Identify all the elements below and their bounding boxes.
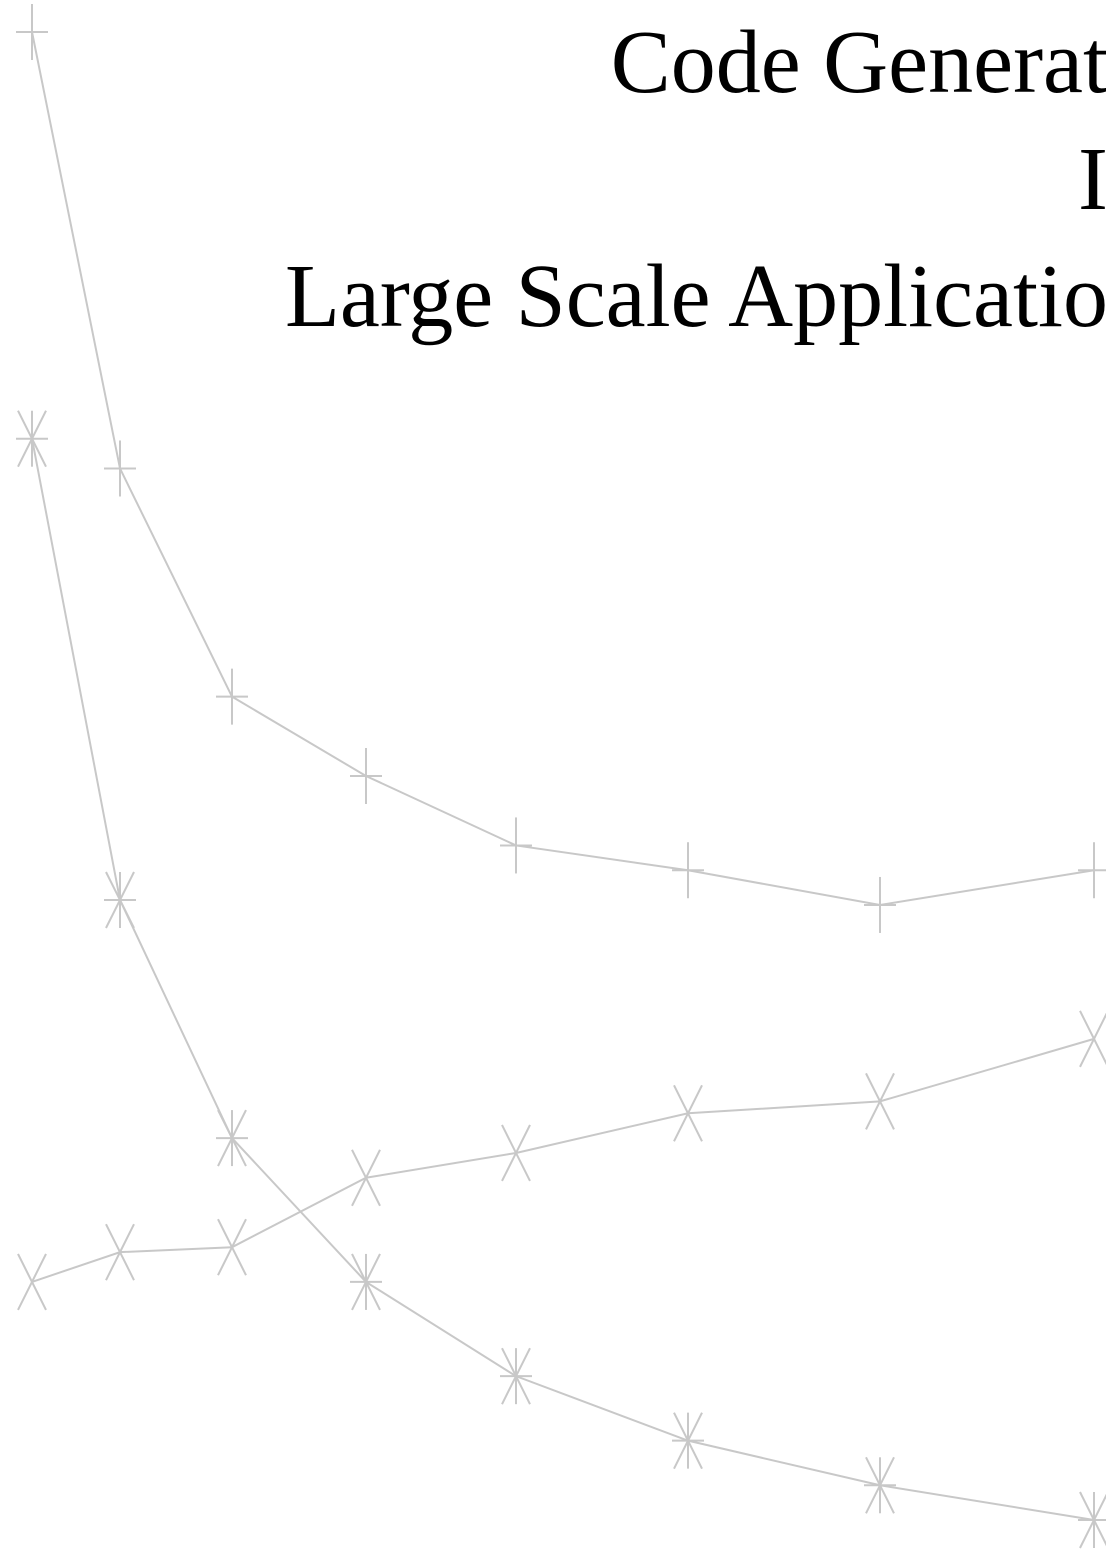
series-3-point-7 — [865, 1072, 895, 1130]
series-2-point-6 — [672, 1412, 704, 1470]
series-1-point-1 — [16, 4, 48, 60]
series-2-point-4 — [350, 1253, 382, 1311]
series-2-point-3 — [216, 1109, 248, 1167]
series-3-point-1 — [17, 1253, 47, 1311]
chart-title-line-1: Code Generat — [610, 13, 1106, 112]
series-1-point-8 — [1078, 842, 1106, 899]
series-1-point-5 — [500, 817, 532, 874]
series-1-point-2 — [104, 440, 136, 497]
series-3-point-6 — [673, 1084, 703, 1142]
series-1-line — [31, 31, 1095, 906]
series-1-point-6 — [672, 842, 704, 899]
series-2-point-2 — [104, 871, 136, 929]
series-1-point-4 — [350, 748, 382, 804]
series-2-point-5 — [500, 1347, 532, 1405]
series-1-point-3 — [216, 668, 248, 725]
series-3-point-3 — [217, 1218, 247, 1276]
series-2-point-7 — [864, 1456, 896, 1514]
series-3-line — [31, 1037, 1095, 1283]
series-2-point-8 — [1078, 1491, 1106, 1549]
series-3-x — [17, 1010, 1106, 1311]
series-3-point-5 — [501, 1124, 531, 1182]
series-3-point-4 — [351, 1149, 381, 1207]
series-2-asterisk — [16, 410, 1106, 1549]
series-1-point-7 — [864, 876, 896, 933]
chart-title-line-3: Large Scale Applicatio — [284, 247, 1106, 346]
series-2-point-1 — [16, 410, 48, 468]
series-1-plus — [16, 4, 1106, 933]
series-3-point-8 — [1079, 1010, 1106, 1068]
series-2-line — [31, 438, 1095, 1521]
series-3-point-2 — [105, 1223, 135, 1281]
chart-title-line-2: I — [1078, 130, 1106, 229]
